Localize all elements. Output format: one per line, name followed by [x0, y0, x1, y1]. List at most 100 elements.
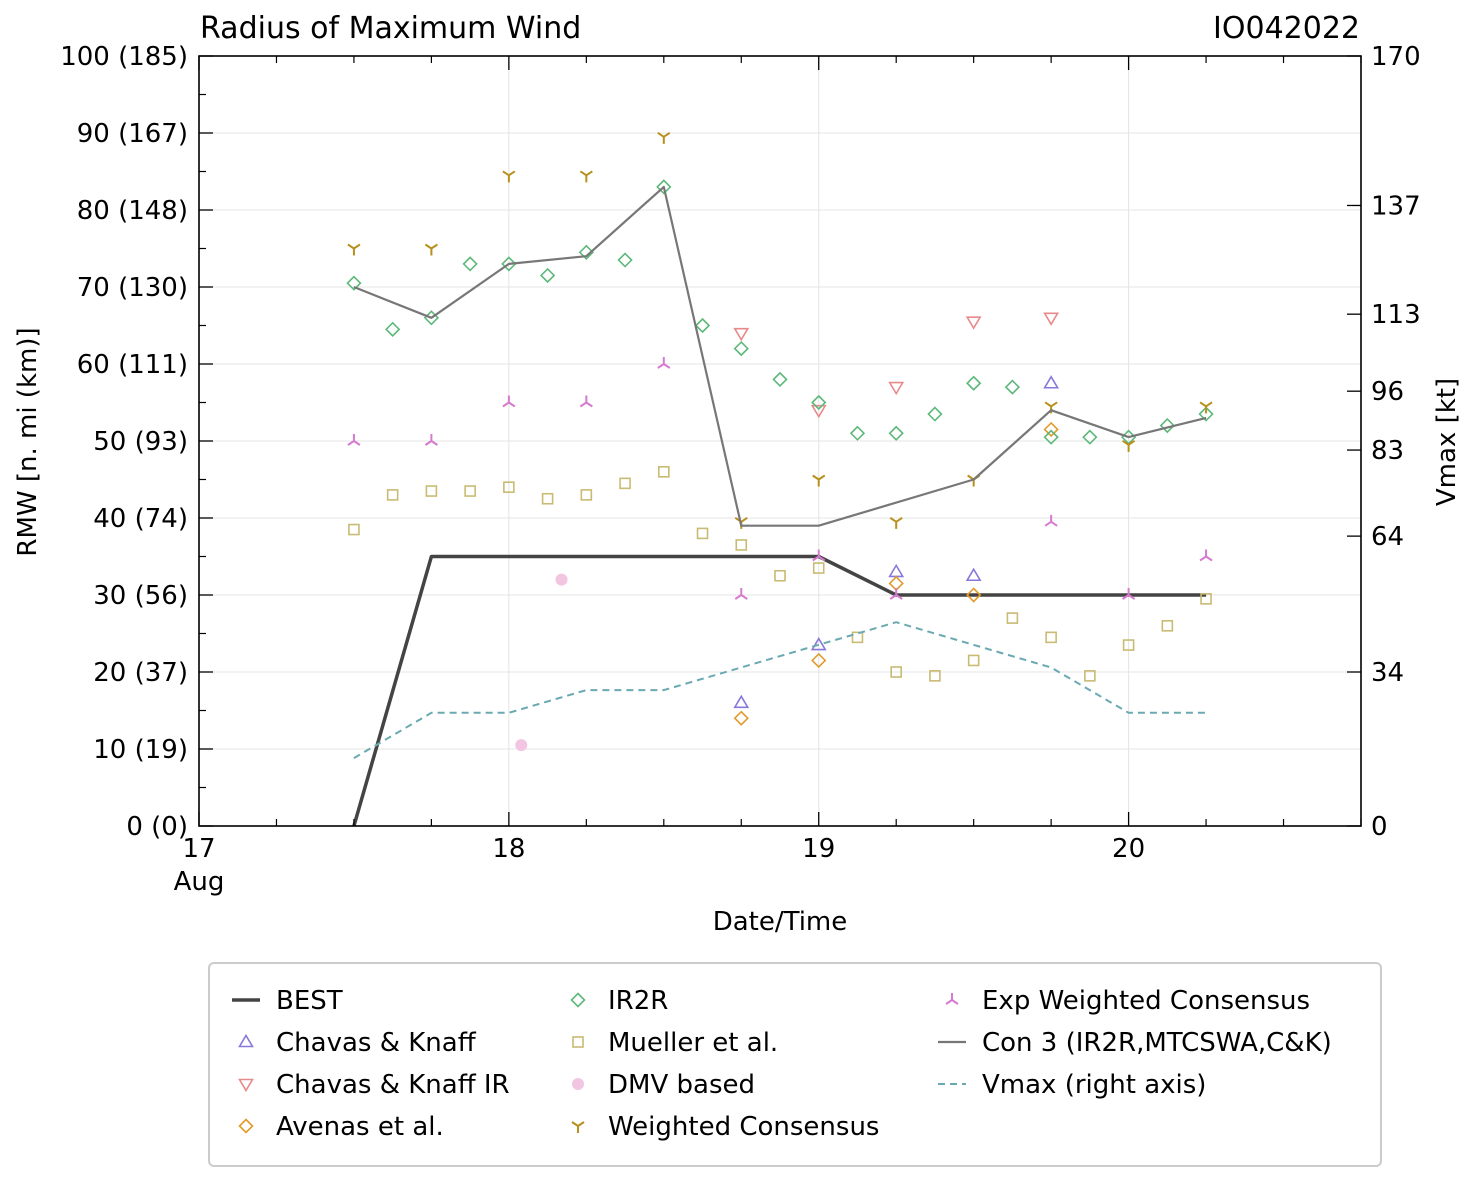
data-point [657, 357, 671, 369]
data-point [657, 132, 671, 144]
series-ir2r [346, 179, 1214, 445]
legend-label: Vmax (right axis) [982, 1070, 1206, 1100]
chart-title: Radius of Maximum Wind [200, 11, 581, 46]
data-point [1159, 417, 1175, 434]
y-tick-label: 40 (74) [93, 504, 188, 534]
data-point [1004, 379, 1021, 395]
data-point [1122, 639, 1135, 651]
legend-swatch [238, 1033, 254, 1048]
legend-swatch [570, 992, 586, 1008]
legend-item-chavas-knaff-ir: Chavas & Knaff IR [238, 1070, 510, 1100]
data-point [851, 631, 864, 644]
legend-label: IR2R [608, 986, 668, 1016]
data-point [1199, 401, 1213, 414]
y-tick-label: 30 (56) [93, 581, 188, 611]
y-tick-label: 90 (167) [77, 119, 188, 149]
data-point [772, 371, 788, 388]
data-point [929, 670, 941, 682]
data-point [1006, 612, 1019, 624]
data-point [1122, 440, 1136, 452]
x-sub-label: Aug [174, 867, 225, 897]
y-tick-label: 100 (185) [60, 42, 188, 72]
grid [198, 55, 1361, 827]
y2-tick-label: 170 [1371, 42, 1421, 72]
legend: BEST Chavas & Knaff Chavas & Knaff IR Avena… [208, 962, 1382, 1167]
legend-label: Weighted Consensus [608, 1112, 879, 1142]
y2-tick-label: 113 [1371, 300, 1421, 330]
legend-swatch [238, 1118, 254, 1134]
series-avenas-et-al [733, 421, 1059, 726]
data-point [735, 539, 748, 551]
y2-tick-label: 96 [1371, 377, 1404, 407]
y-tick-label: 50 (93) [93, 427, 188, 457]
legend-swatch [571, 1121, 585, 1133]
data-point [1043, 421, 1059, 438]
data-point [1161, 619, 1174, 632]
data-point [579, 170, 593, 183]
data-point [810, 404, 827, 419]
data-point [1122, 588, 1136, 600]
data-point [888, 381, 905, 396]
data-point [888, 563, 905, 578]
data-point [346, 275, 362, 291]
data-point [541, 492, 554, 505]
data-point [347, 243, 361, 256]
legend-item-mueller-et-al: Mueller et al. [572, 1028, 778, 1058]
legend-item-vmax-right-axis: Vmax (right axis) [938, 1070, 1206, 1100]
data-point [733, 694, 750, 709]
data-point [734, 588, 748, 600]
series-line [353, 185, 1207, 527]
data-point [347, 434, 361, 446]
series-con-3-ir2r-mtcswa-c-k [353, 185, 1207, 527]
data-point [811, 652, 827, 669]
data-point [502, 170, 516, 183]
data-point [1200, 593, 1212, 605]
data-point [424, 243, 438, 256]
data-point [733, 710, 749, 726]
data-point [1084, 670, 1096, 682]
legend-label: DMV based [608, 1070, 755, 1100]
data-point [619, 477, 631, 490]
legend-item-ir2r: IR2R [570, 986, 668, 1016]
series-line [352, 554, 1207, 827]
data-point [1044, 514, 1058, 527]
x-tick-label: 17 [182, 834, 215, 864]
data-point [694, 317, 711, 334]
data-point [811, 394, 827, 411]
y2-tick-label: 83 [1371, 436, 1404, 466]
data-point [965, 567, 982, 582]
legend-item-avenas-et-al: Avenas et al. [238, 1112, 444, 1142]
legend-label: Chavas & Knaff [276, 1028, 477, 1058]
data-point [464, 485, 476, 497]
y2-tick-label: 64 [1371, 522, 1404, 552]
x-tick-label: 20 [1112, 834, 1145, 864]
data-point [425, 485, 438, 497]
data-point [927, 406, 943, 422]
legend-item-best: BEST [232, 986, 343, 1016]
legend-box [208, 962, 1382, 1167]
data-point [733, 327, 750, 342]
y-tick-label: 10 (19) [93, 735, 188, 765]
data-point [501, 256, 517, 272]
x-axis-label: Date/Time [713, 907, 848, 937]
series-line [353, 621, 1207, 759]
legend-label: Chavas & Knaff IR [276, 1070, 510, 1100]
y-tick-label: 80 (148) [77, 196, 188, 226]
legend-swatch [945, 993, 959, 1005]
data-point [966, 587, 982, 603]
data-point [539, 267, 556, 284]
plot-area [346, 132, 1214, 827]
data-point [774, 569, 786, 582]
data-point [812, 549, 826, 562]
data-point [1198, 406, 1214, 422]
data-point [348, 523, 360, 536]
y-tick-label: 60 (111) [77, 350, 188, 380]
legend-item-chavas-knaff: Chavas & Knaff [238, 1028, 477, 1058]
legend-swatch [572, 1036, 584, 1048]
data-point [889, 588, 903, 600]
series-best [352, 554, 1207, 827]
y-tick-label: 0 (0) [126, 812, 188, 842]
legend-item-con-3-ir2r-mtcswa-c-k: Con 3 (IR2R,MTCSWA,C&K) [938, 1028, 1332, 1058]
data-point [1043, 375, 1060, 389]
data-point [890, 666, 903, 678]
